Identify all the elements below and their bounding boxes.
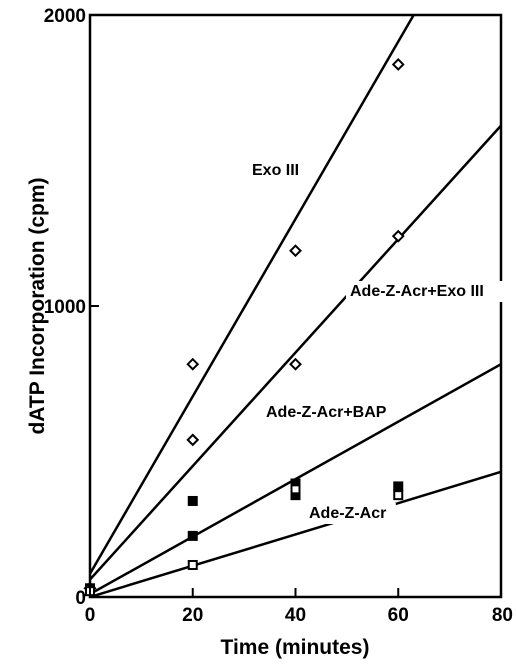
data-point-ade-z-acr-exo-iii [289,357,302,371]
y-tick-label: 2000 [44,6,86,27]
x-tick-label: 80 [492,605,513,626]
line-label-exo-iii: Exo III [252,162,299,179]
data-point-ade-z-acr-bap [290,490,301,501]
y-tick-label: 0 [75,588,86,609]
data-point-ade-z-acr-exo-iii [391,229,405,243]
data-point-exo-iii [186,357,200,371]
y-axis: 0 1000 2000 [44,6,99,609]
data-point-ade-z-acr-bap [187,530,198,541]
data-point-ade-z-acr [290,484,301,495]
data-markers [83,58,405,597]
fit-line-exo-iii [90,15,415,575]
line-label-bg [305,503,396,524]
fit-lines [90,15,501,597]
x-tick-label: 60 [388,605,409,626]
data-point-ade-z-acr-exo-iii [186,433,200,447]
data-point-ade-z-acr [393,490,404,501]
data-point-exo-iii [289,244,302,258]
x-axis: 0 20 40 60 80 [85,588,513,626]
line-label-ade-z-acr: Ade-Z-Acr [309,505,386,522]
line-labels: Exo III Ade-Z-Acr+Exo III Ade-Z-Acr+BAP Ade… [252,162,511,524]
data-point-ade-z-acr-bap [290,478,301,489]
x-axis-title: Time (minutes) [221,636,370,659]
line-label-bg [262,402,390,423]
y-tick-label: 1000 [44,297,86,318]
data-point-ade-z-acr [187,559,198,570]
line-label-ade-z-acr-exo-iii: Ade-Z-Acr+Exo III [350,283,484,300]
x-tick-label: 40 [285,605,306,626]
line-label-bg [346,281,511,302]
data-point-exo-iii [391,58,405,71]
data-point-ade-z-acr-bap [187,495,198,506]
y-axis-title: dATP Incorporation (cpm) [26,177,49,434]
line-label-ade-z-acr-bap: Ade-Z-Acr+BAP [266,404,387,421]
data-point-ade-z-acr-bap [393,481,404,492]
x-tick-label: 20 [182,605,203,626]
fit-line-ade-z-acr [90,470,501,597]
fit-line-ade-z-acr-exo-iii [90,124,501,581]
x-tick-label: 0 [85,605,96,626]
